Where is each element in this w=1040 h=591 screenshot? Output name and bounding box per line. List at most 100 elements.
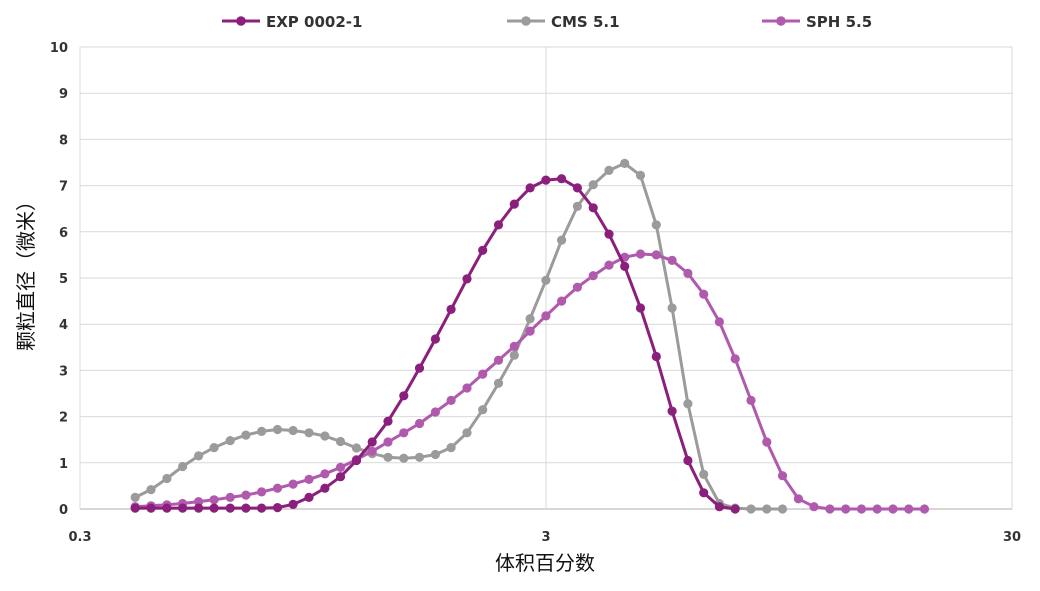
data-point [509,341,519,351]
y-axis-title: 颗粒直径（微米） [14,191,38,351]
data-point [194,497,204,507]
data-point [304,428,314,438]
data-point [667,255,677,265]
data-point [651,250,661,260]
data-point [699,469,709,479]
data-point [730,504,740,514]
data-point [746,504,756,514]
y-tick-label: 1 [59,457,68,472]
data-point [414,418,425,429]
data-point [478,245,488,255]
data-point [541,275,551,285]
data-point [320,483,330,493]
data-point [620,261,630,271]
legend-item: SPH 5.5 [762,13,872,31]
legend-item: CMS 5.1 [507,13,620,31]
data-point [414,452,425,462]
y-tick-label: 2 [59,411,68,426]
data-point [162,473,172,484]
data-point [572,282,583,292]
data-point [809,502,819,512]
series-2 [130,249,930,514]
y-tick-label: 8 [59,133,68,148]
data-point [557,174,567,184]
data-point [462,383,472,393]
data-point [588,203,598,213]
data-point [667,303,677,313]
y-tick-label: 4 [59,318,68,333]
data-point [620,158,630,168]
series-line [135,252,925,511]
data-point [383,437,393,447]
data-point [604,229,614,239]
data-point [399,391,409,401]
y-tick-label: 10 [50,41,68,56]
data-point [304,474,314,484]
data-point [904,504,914,514]
legend-label: CMS 5.1 [551,13,620,31]
data-point [478,405,488,415]
series-line [135,177,736,511]
data-point [130,503,140,513]
legend-swatch-marker [236,16,246,26]
series-1 [130,158,788,514]
legend-label: SPH 5.5 [806,13,872,31]
y-axis-ticks: 0 1 2 3 4 5 6 7 8 9 10 [50,41,68,518]
data-point [209,495,219,505]
data-point [146,503,156,513]
data-point [714,317,725,327]
data-point [509,350,519,360]
data-point [683,399,693,409]
data-point [209,443,219,453]
data-point [430,449,440,460]
data-point [462,274,472,284]
data-point [241,503,251,513]
data-point [856,504,867,514]
data-point [335,462,346,472]
data-point [683,455,693,466]
data-point [525,326,535,336]
data-point [446,443,456,453]
data-point [304,492,314,502]
data-point [557,235,567,245]
x-tick-label: 3 [541,530,550,545]
data-point [762,437,772,447]
data-point [525,314,535,324]
data-point [746,395,756,405]
data-point [478,369,488,379]
data-point [241,490,251,500]
data-point [793,494,804,504]
legend-label: EXP 0002-1 [266,13,362,31]
data-point [777,504,788,514]
data-point [588,271,598,281]
data-point [888,504,898,514]
data-point [335,472,346,482]
data-point [225,503,235,513]
data-point [683,268,693,278]
data-point [241,430,251,440]
data-point [194,503,204,513]
series-layer [130,158,930,514]
data-point [525,183,535,193]
data-point [604,165,614,175]
data-point [462,428,472,438]
data-point [194,451,204,461]
y-tick-label: 3 [59,364,68,379]
data-point [493,355,504,365]
data-point [351,455,362,466]
data-point [272,424,283,435]
legend: EXP 0002-1 CMS 5.1 SPH 5.5 [222,13,872,31]
y-tick-label: 9 [59,87,68,102]
data-point [541,311,551,321]
data-point [257,503,267,513]
data-point [320,469,330,479]
x-axis-title: 体积百分数 [495,551,595,575]
data-point [430,407,440,417]
data-point [351,443,362,453]
data-point [667,406,677,416]
data-point [272,503,283,513]
data-point [872,504,882,514]
data-point [257,426,267,436]
data-point [383,416,393,426]
